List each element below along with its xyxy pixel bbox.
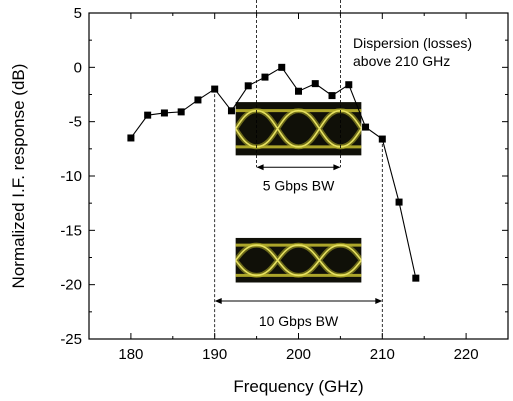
data-point [194,96,202,104]
x-tick-label: 220 [454,346,479,363]
dispersion-annotation-line: Dispersion (losses) [353,35,472,51]
data-point [378,135,386,143]
data-point [227,107,235,115]
y-tick-label: 5 [74,5,82,22]
data-point [177,108,185,116]
bw5-label: 5 Gbps BW [263,177,335,193]
y-tick-label: -20 [60,277,82,294]
data-point [328,92,336,100]
bw10-label: 10 Gbps BW [259,313,339,329]
y-tick-label: -15 [60,222,82,239]
x-tick-label: 190 [202,346,227,363]
bw10-arrow [214,297,383,304]
y-tick-label: 0 [74,59,82,76]
data-point [144,111,152,119]
x-axis-title: Frequency (GHz) [233,377,363,396]
guide-lines [214,0,383,339]
data-point [127,134,135,142]
annotations: 5 Gbps BW 10 Gbps BW Dispersion (losses) ab… [214,35,472,329]
data-point [311,80,319,88]
bw5-arrow [256,164,341,171]
arrow-head-left [214,297,222,304]
data-point [160,109,168,117]
axes [88,12,509,340]
data-point [362,123,370,131]
y-tick-label: -10 [60,168,82,185]
y-tick-label: -5 [69,114,82,131]
data-point [278,63,286,71]
y-tick-label: -25 [60,331,82,348]
eye-traces [235,109,362,148]
x-tick-label: 180 [118,346,143,363]
data-point [412,274,420,282]
x-tick-label: 200 [286,346,311,363]
data-point [395,198,403,206]
y-axis-title: Normalized I.F. response (dB) [9,64,28,289]
data-series [127,63,420,282]
eye-10gbps [235,237,362,283]
eye-traces [235,244,362,277]
data-point [211,85,219,93]
arrow-head-right [375,297,383,304]
data-point [244,82,252,90]
data-point [295,87,302,95]
eye-5gbps [235,102,362,156]
data-point [345,81,353,89]
data-point [261,73,269,81]
x-tick-label: 210 [370,346,395,363]
arrow-head-right [333,164,341,171]
dispersion-annotation-line: above 210 GHz [353,53,450,69]
arrow-head-left [256,164,264,171]
tick-labels: 180 190 200 210 220 5 0 -5 -10 -15 -20 -25 [60,5,478,363]
